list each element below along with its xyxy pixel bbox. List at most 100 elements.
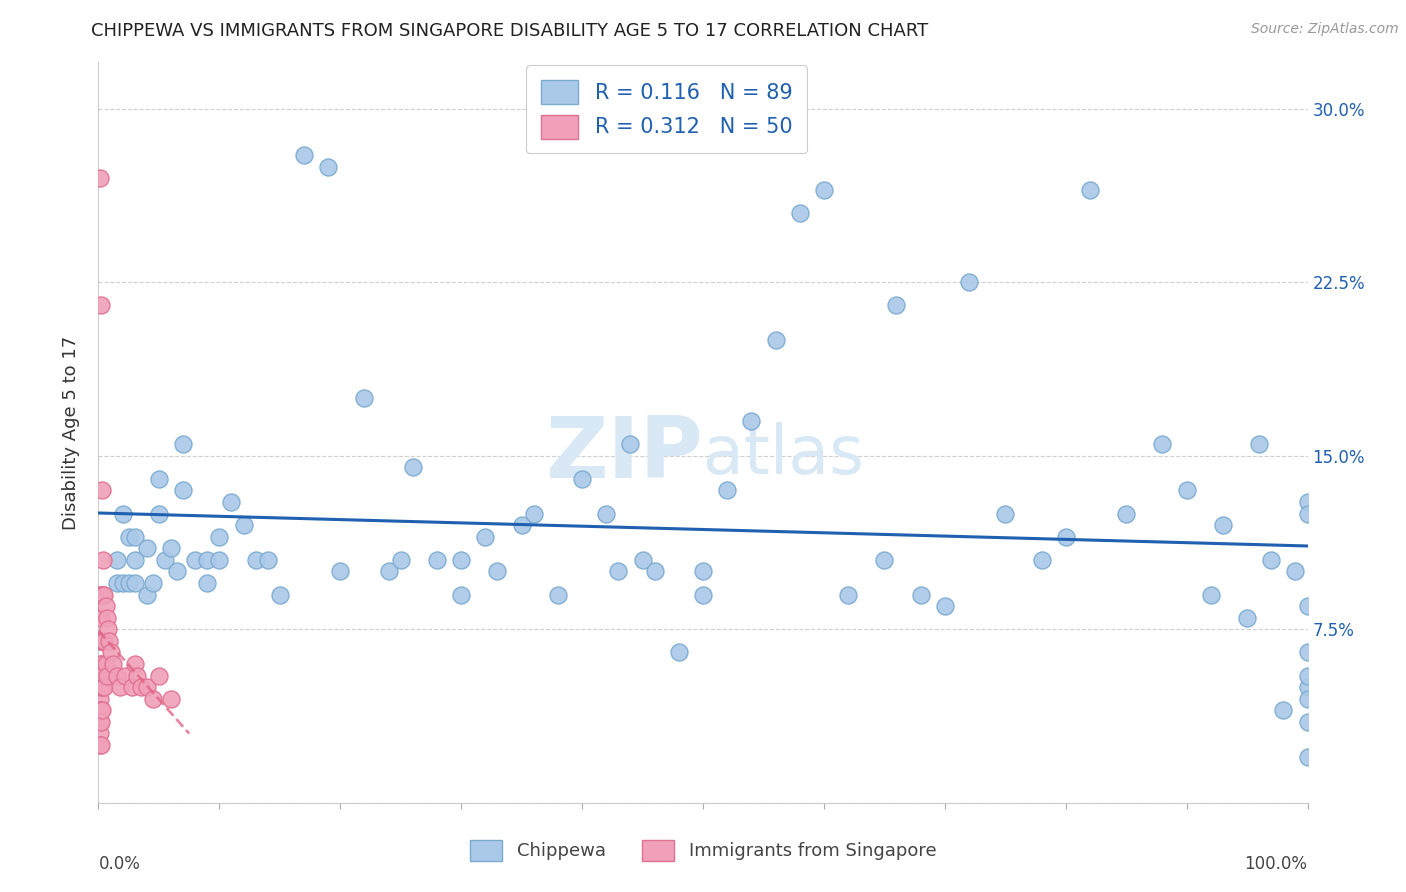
Point bbox=[1115, 507, 1137, 521]
Point bbox=[1296, 714, 1319, 729]
Point bbox=[474, 530, 496, 544]
Point bbox=[121, 680, 143, 694]
Point bbox=[873, 553, 896, 567]
Point bbox=[172, 437, 194, 451]
Point bbox=[208, 553, 231, 567]
Point bbox=[153, 553, 176, 567]
Point bbox=[595, 507, 617, 521]
Point bbox=[94, 657, 117, 671]
Point bbox=[1031, 553, 1053, 567]
Point bbox=[91, 680, 114, 694]
Point bbox=[90, 657, 112, 671]
Point bbox=[91, 633, 114, 648]
Point bbox=[124, 553, 146, 567]
Point bbox=[245, 553, 267, 567]
Point bbox=[148, 472, 170, 486]
Point bbox=[692, 565, 714, 579]
Legend: Chippewa, Immigrants from Singapore: Chippewa, Immigrants from Singapore bbox=[463, 832, 943, 868]
Point bbox=[256, 553, 278, 567]
Point bbox=[994, 507, 1017, 521]
Point bbox=[89, 680, 111, 694]
Point bbox=[89, 588, 111, 602]
Point bbox=[1296, 691, 1319, 706]
Point bbox=[1296, 680, 1319, 694]
Point bbox=[957, 275, 980, 289]
Point bbox=[90, 714, 112, 729]
Point bbox=[1296, 507, 1319, 521]
Point bbox=[740, 414, 762, 428]
Point bbox=[89, 703, 111, 717]
Point bbox=[105, 576, 128, 591]
Point bbox=[89, 171, 111, 186]
Point bbox=[148, 507, 170, 521]
Point bbox=[166, 565, 188, 579]
Point bbox=[765, 333, 787, 347]
Point bbox=[98, 633, 121, 648]
Point bbox=[90, 633, 112, 648]
Point bbox=[129, 680, 152, 694]
Text: ZIP: ZIP bbox=[546, 413, 703, 496]
Point bbox=[1078, 183, 1101, 197]
Point bbox=[96, 668, 118, 682]
Point bbox=[1260, 553, 1282, 567]
Point bbox=[523, 507, 546, 521]
Point bbox=[118, 530, 141, 544]
Point bbox=[101, 657, 124, 671]
Point bbox=[96, 610, 118, 624]
Text: 0.0%: 0.0% bbox=[98, 855, 141, 872]
Point bbox=[195, 576, 218, 591]
Point bbox=[105, 553, 128, 567]
Point bbox=[89, 657, 111, 671]
Point bbox=[172, 483, 194, 498]
Point bbox=[789, 206, 811, 220]
Point bbox=[90, 738, 112, 752]
Point bbox=[111, 507, 134, 521]
Point bbox=[1284, 565, 1306, 579]
Text: CHIPPEWA VS IMMIGRANTS FROM SINGAPORE DISABILITY AGE 5 TO 17 CORRELATION CHART: CHIPPEWA VS IMMIGRANTS FROM SINGAPORE DI… bbox=[91, 22, 928, 40]
Point bbox=[1296, 495, 1319, 509]
Point bbox=[91, 553, 114, 567]
Text: atlas: atlas bbox=[703, 422, 863, 488]
Point bbox=[571, 472, 593, 486]
Point bbox=[114, 668, 136, 682]
Point bbox=[886, 298, 908, 312]
Point bbox=[1296, 645, 1319, 659]
Point bbox=[91, 588, 114, 602]
Point bbox=[105, 668, 128, 682]
Point bbox=[90, 680, 112, 694]
Point bbox=[1212, 518, 1234, 533]
Point bbox=[377, 565, 399, 579]
Point bbox=[208, 530, 231, 544]
Point bbox=[510, 518, 533, 533]
Point bbox=[716, 483, 738, 498]
Point bbox=[148, 668, 170, 682]
Point bbox=[97, 622, 120, 636]
Point bbox=[89, 726, 111, 740]
Point bbox=[292, 148, 315, 162]
Point bbox=[547, 588, 569, 602]
Point bbox=[426, 553, 449, 567]
Point bbox=[135, 588, 157, 602]
Point bbox=[135, 541, 157, 556]
Point bbox=[100, 645, 122, 659]
Point bbox=[668, 645, 690, 659]
Point bbox=[160, 541, 183, 556]
Point bbox=[232, 518, 254, 533]
Point bbox=[450, 588, 472, 602]
Point bbox=[353, 391, 375, 405]
Text: Source: ZipAtlas.com: Source: ZipAtlas.com bbox=[1251, 22, 1399, 37]
Point bbox=[1272, 703, 1295, 717]
Point bbox=[402, 460, 425, 475]
Point bbox=[90, 588, 112, 602]
Point bbox=[108, 680, 131, 694]
Point bbox=[118, 576, 141, 591]
Point bbox=[1249, 437, 1271, 451]
Point bbox=[89, 633, 111, 648]
Point bbox=[124, 657, 146, 671]
Point bbox=[316, 160, 339, 174]
Point bbox=[195, 553, 218, 567]
Point bbox=[1296, 599, 1319, 614]
Point bbox=[619, 437, 641, 451]
Point bbox=[837, 588, 859, 602]
Point bbox=[269, 588, 291, 602]
